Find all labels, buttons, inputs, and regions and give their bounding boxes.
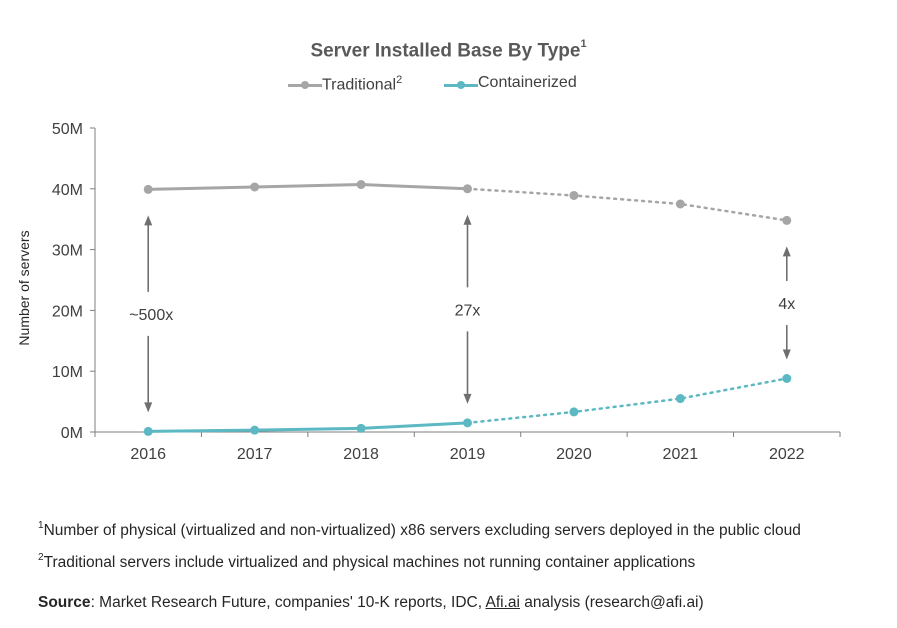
source-text: : Market Research Future, companies' 10-…: [90, 594, 486, 611]
y-tick-label: 30M: [52, 243, 83, 260]
chart-plot: 0M 10M 20M 30M 40M 50M 2016 2017 2018 2019 2020 202…: [16, 121, 841, 463]
footnote-2: 2Traditional servers include virtualized…: [38, 552, 801, 585]
source-link[interactable]: Afi.ai: [485, 594, 520, 611]
series-line-projected: [466, 187, 789, 222]
x-tick-label: 2016: [130, 446, 166, 463]
footnote-text: Traditional servers include virtualized …: [43, 554, 696, 572]
chart-title: Server Installed Base By Type1: [0, 38, 897, 62]
annotation-arrow-up-head: [463, 214, 472, 225]
footnote-marker: 2: [38, 552, 44, 563]
footnote-marker: 1: [38, 520, 44, 531]
x-tick-label: 2017: [237, 446, 273, 463]
series-line-solid: [148, 183, 468, 191]
data-point: [356, 180, 366, 190]
legend-label-traditional: Traditional2: [322, 74, 402, 94]
x-tick-label: 2020: [556, 446, 592, 463]
annotation-label: ~500x: [129, 307, 173, 324]
series-line-projected: [466, 377, 789, 425]
data-point: [143, 184, 153, 194]
legend-item-traditional: Traditional2: [288, 74, 428, 96]
y-tick-label: 20M: [52, 303, 83, 320]
annotation-arrow-up-head: [144, 215, 153, 226]
source-label: Source: [38, 594, 91, 611]
data-point: [782, 215, 792, 225]
footnote-text: Number of physical (virtualized and non-…: [43, 522, 801, 540]
legend-footnote-marker: 2: [396, 74, 403, 86]
x-tick-label: 2019: [450, 446, 486, 463]
annotation-arrow-down-head: [144, 402, 153, 413]
data-point: [250, 425, 260, 435]
data-point: [569, 190, 579, 200]
y-tick-label: 10M: [52, 364, 83, 381]
legend-dot-containerized: [457, 81, 465, 89]
source-text-suffix: analysis (research@afi.ai): [519, 594, 704, 611]
annotation-arrow-down-head: [782, 349, 791, 360]
legend-label-containerized: Containerized: [478, 74, 577, 91]
legend-dot-traditional: [301, 81, 309, 89]
data-point: [675, 199, 685, 209]
x-tick-label: 2021: [663, 446, 699, 463]
annotation-label: 4x: [778, 296, 795, 313]
data-point: [143, 426, 153, 436]
annotation-arrow-down-head: [463, 393, 472, 404]
data-point: [569, 407, 579, 417]
legend-item-containerized: Containerized: [444, 74, 604, 96]
series-line-solid: [148, 421, 468, 433]
footnote-1: 1Number of physical (virtualized and non…: [38, 520, 801, 553]
chart-legend: Traditional2 Containerized: [0, 74, 897, 96]
source-line: Source: Market Research Future, companie…: [38, 594, 704, 612]
annotation-arrow-up-head: [782, 246, 791, 257]
legend-text-traditional: Traditional: [322, 76, 397, 94]
footnotes: 1Number of physical (virtualized and non…: [38, 520, 801, 585]
y-tick-label: 0M: [61, 425, 83, 442]
data-point: [463, 418, 472, 428]
x-tick-label: 2018: [343, 446, 379, 463]
data-point: [782, 373, 792, 383]
data-point: [675, 394, 685, 404]
data-point: [463, 184, 472, 194]
annotation-label: 27x: [455, 302, 481, 319]
chart-title-text: Server Installed Base By Type: [310, 40, 581, 62]
chart-title-footnote-marker: 1: [580, 38, 587, 50]
y-axis-label: Number of servers: [16, 230, 32, 345]
data-point: [356, 423, 366, 433]
y-tick-label: 40M: [52, 182, 83, 199]
y-tick-label: 50M: [52, 121, 83, 138]
x-tick-label: 2022: [769, 446, 805, 463]
data-point: [250, 182, 260, 192]
